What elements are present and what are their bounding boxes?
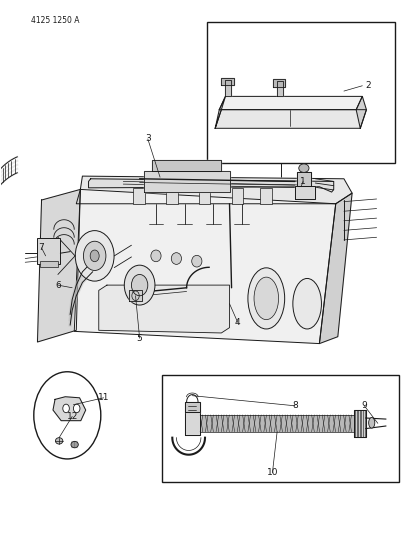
Polygon shape [219,96,362,110]
Circle shape [34,372,101,459]
Polygon shape [294,185,315,199]
Text: 4: 4 [234,318,240,327]
Polygon shape [129,290,142,301]
Ellipse shape [298,164,308,172]
Bar [200,415,353,432]
Polygon shape [184,411,200,435]
Polygon shape [99,285,229,333]
Bar [133,188,144,204]
Polygon shape [353,410,365,437]
Text: 1: 1 [299,177,305,186]
Polygon shape [151,160,221,171]
Polygon shape [215,96,225,128]
Ellipse shape [73,404,80,413]
Polygon shape [74,189,335,344]
Bar [36,238,60,264]
Polygon shape [215,110,366,128]
Ellipse shape [83,241,106,270]
Bar [198,188,210,204]
Text: 10: 10 [266,469,277,477]
Polygon shape [221,78,233,85]
Ellipse shape [90,250,99,262]
Text: 6: 6 [55,280,61,289]
Polygon shape [144,171,229,192]
Ellipse shape [71,441,78,448]
Ellipse shape [292,278,321,329]
Ellipse shape [75,231,114,281]
Ellipse shape [189,176,211,187]
Text: 9: 9 [361,401,366,410]
Ellipse shape [124,265,155,305]
Text: 7: 7 [38,244,44,253]
Polygon shape [319,193,351,344]
Text: 4125 1250 A: 4125 1250 A [31,15,80,25]
Polygon shape [355,96,366,128]
Polygon shape [296,172,310,185]
Polygon shape [272,79,285,87]
Polygon shape [37,189,80,342]
Ellipse shape [131,274,147,296]
Bar [231,188,243,204]
Polygon shape [76,176,351,204]
Bar [162,375,398,482]
Polygon shape [88,179,333,192]
Polygon shape [224,80,230,96]
Bar [207,22,394,163]
Text: 3: 3 [144,134,150,143]
Polygon shape [53,397,85,421]
Ellipse shape [55,438,63,444]
Ellipse shape [368,417,374,428]
Text: 11: 11 [98,393,109,402]
Polygon shape [184,402,199,411]
Ellipse shape [171,253,181,264]
Bar [260,188,271,204]
Text: 12: 12 [66,412,78,421]
Text: 8: 8 [291,401,297,410]
Polygon shape [276,82,282,96]
Text: 5: 5 [137,334,142,343]
Ellipse shape [63,404,69,413]
Text: 2: 2 [365,81,371,90]
Ellipse shape [254,277,278,320]
Ellipse shape [247,268,284,329]
Bar [39,261,58,266]
Ellipse shape [191,255,202,267]
Ellipse shape [183,173,218,190]
Bar [166,188,177,204]
Ellipse shape [151,250,161,262]
